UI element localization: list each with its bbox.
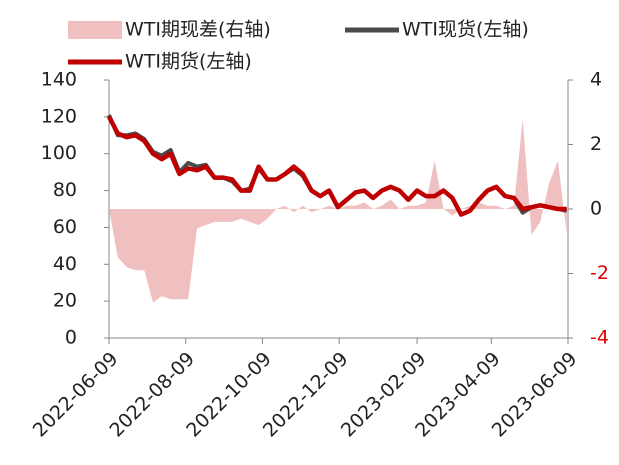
y-tick-label: 20	[53, 290, 77, 312]
y-tick-label: 80	[53, 179, 77, 201]
legend-label: WTI现货(左轴)	[402, 19, 529, 41]
legend-swatch	[68, 21, 122, 39]
y2-tick-label: 4	[590, 69, 602, 91]
spread-area	[109, 118, 567, 303]
y2-tick-label: 2	[590, 133, 602, 155]
y2-tick-label: 0	[590, 198, 602, 220]
y-tick-label: 60	[53, 216, 77, 238]
y-tick-label: 140	[41, 69, 77, 91]
y2-tick-label: -4	[590, 327, 609, 349]
series-line	[107, 115, 567, 217]
y-tick-label: 40	[53, 253, 77, 275]
legend-label: WTI期现差(右轴)	[125, 19, 271, 41]
y-tick-label: 0	[65, 327, 77, 349]
y-tick-label: 100	[41, 142, 77, 164]
y2-tick-label: -2	[590, 262, 609, 284]
legend-label: WTI期货(左轴)	[125, 51, 252, 73]
y-tick-label: 120	[41, 105, 77, 127]
